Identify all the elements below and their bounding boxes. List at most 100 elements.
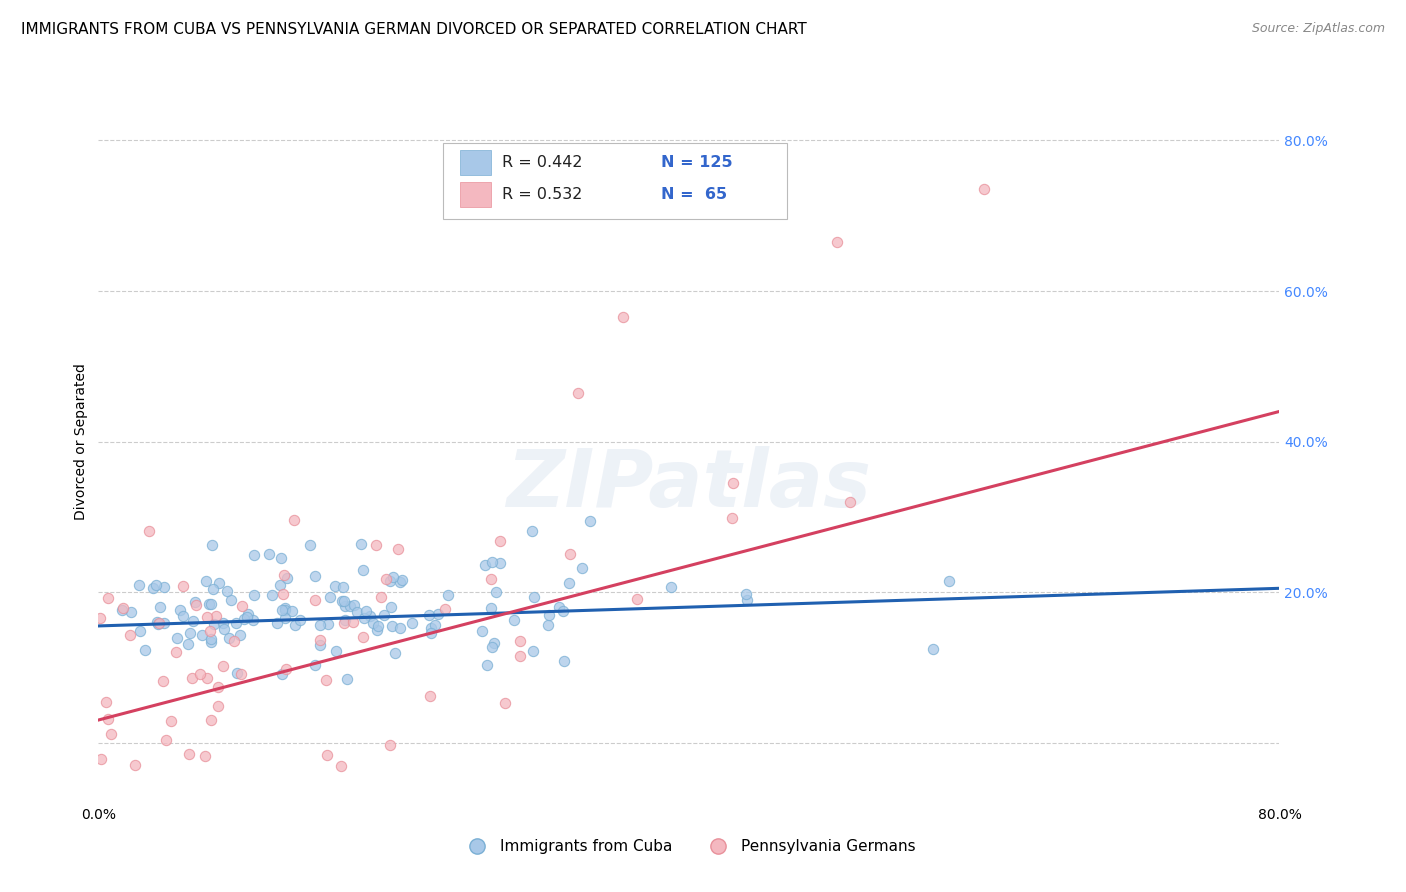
Point [207,576,229,591]
Point [734,587,756,601]
Point [202,616,225,631]
Point [921,641,943,656]
Point [179,625,201,640]
Point [839,495,862,509]
Point [200,597,222,611]
Point [201,582,224,597]
Point [378,738,401,752]
Point [111,603,134,617]
Point [973,182,995,196]
Point [274,603,297,617]
Point [242,613,264,627]
Point [350,537,373,551]
Point [481,640,503,655]
Point [90,752,112,766]
Point [100,727,122,741]
Point [274,601,297,615]
Point [225,616,247,631]
Point [721,476,744,491]
Point [194,748,217,763]
Point [112,600,135,615]
Point [315,673,337,688]
Point [273,568,295,582]
Point [218,631,240,645]
Point [145,615,167,629]
Point [195,610,218,624]
Point [352,630,374,644]
Point [553,654,575,668]
Point [124,758,146,772]
Point [309,617,332,632]
Point [434,602,457,616]
Point [316,616,339,631]
Point [238,607,260,621]
Point [339,599,361,614]
Point [366,624,388,638]
Point [153,615,176,630]
Point [198,624,221,638]
Point [270,667,292,681]
Point [195,671,218,685]
Point [370,591,392,605]
Point [276,571,298,585]
Text: R = 0.532: R = 0.532 [502,187,582,202]
Text: N =  65: N = 65 [661,187,727,202]
Point [721,511,744,525]
Point [177,747,200,762]
Point [367,618,389,632]
Point [198,597,221,611]
Point [219,593,242,607]
Point [387,541,409,556]
Point [401,615,423,630]
Point [211,616,233,631]
Point [271,587,294,601]
Point [380,599,402,614]
Point [270,551,292,566]
Point [229,628,252,642]
Point [169,603,191,617]
Point [482,635,505,649]
Point [201,538,224,552]
Point [419,626,441,640]
Point [481,555,503,569]
Point [389,621,412,635]
Point [558,576,581,591]
Point [359,609,381,624]
Point [231,599,253,614]
Point [243,548,266,562]
Point [661,580,683,594]
Point [283,512,305,526]
Point [160,714,183,728]
Point [333,616,356,631]
Point [172,608,194,623]
Point [129,624,152,638]
Point [233,612,256,626]
Point [471,624,494,638]
Point [381,619,404,633]
Point [378,574,401,588]
Legend: Immigrants from Cuba, Pennsylvania Germans: Immigrants from Cuba, Pennsylvania Germa… [456,833,922,860]
Point [571,561,593,575]
Point [336,673,359,687]
Point [485,585,508,599]
Point [361,616,384,631]
Point [226,666,249,681]
Point [325,579,347,593]
Point [207,698,229,713]
Point [578,514,600,528]
Text: ZIPatlas: ZIPatlas [506,446,872,524]
Point [200,632,222,647]
Point [215,583,238,598]
Point [537,618,560,632]
Point [304,593,326,607]
Point [522,524,544,538]
Point [384,646,406,660]
Point [97,591,120,605]
Point [523,590,546,604]
Point [181,614,204,628]
Point [548,600,571,615]
Point [319,590,342,604]
Point [149,599,172,614]
Point [290,613,312,627]
Point [325,644,347,658]
